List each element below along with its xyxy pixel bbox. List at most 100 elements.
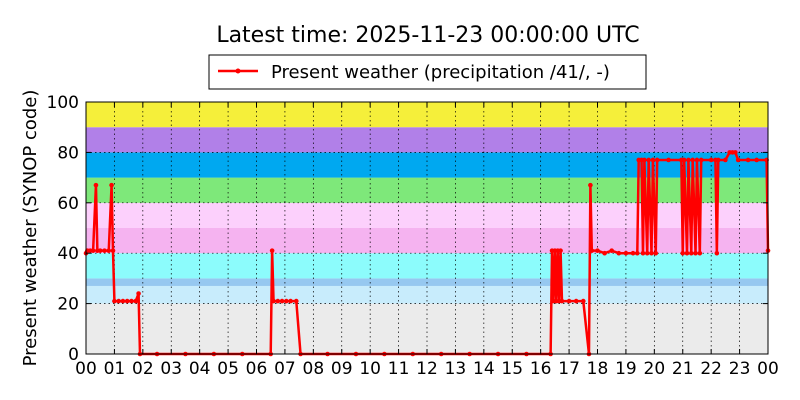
data-point [684, 250, 690, 256]
data-point [735, 157, 741, 163]
x-tick-label: 20 [644, 359, 666, 379]
data-point [106, 248, 112, 253]
data-point [644, 250, 650, 256]
data-point [688, 250, 694, 256]
band-8 [86, 127, 768, 153]
data-point [694, 157, 700, 163]
data-point [714, 250, 720, 256]
data-point [293, 298, 299, 304]
data-point [642, 157, 647, 163]
data-point [733, 150, 738, 155]
x-tick-label: 04 [189, 359, 211, 379]
y-axis-label: Present weather (SYNOP code) [20, 90, 41, 367]
data-point [284, 298, 289, 304]
data-point [623, 250, 629, 256]
data-point [690, 157, 695, 163]
band-4 [86, 228, 768, 254]
x-tick-label: 23 [729, 359, 751, 379]
data-point [698, 157, 704, 163]
x-tick-label: 10 [359, 359, 381, 379]
x-tick-label: 18 [587, 359, 609, 379]
data-point [90, 248, 96, 253]
data-point [723, 157, 728, 163]
x-tick-label: 08 [303, 359, 325, 379]
y-tick-label: 0 [68, 345, 79, 365]
data-point [686, 157, 691, 163]
x-tick-label: 19 [615, 359, 637, 379]
series-layer [83, 150, 771, 357]
data-point [110, 248, 116, 253]
data-point [116, 298, 121, 304]
band-3 [86, 253, 768, 279]
x-tick-label: 21 [672, 359, 694, 379]
x-tick-label: 17 [558, 359, 580, 379]
data-point [93, 182, 99, 188]
data-point [129, 298, 134, 304]
data-point [589, 248, 595, 253]
x-tick-label: 09 [331, 359, 353, 379]
data-point [124, 298, 130, 304]
data-point [681, 157, 687, 163]
data-point [136, 291, 141, 296]
data-point [646, 157, 651, 163]
x-tick-label: 05 [217, 359, 239, 379]
data-point [112, 298, 117, 304]
data-point [697, 250, 703, 256]
y-tick-label: 40 [57, 244, 79, 264]
data-point [109, 182, 114, 188]
data-point [558, 248, 563, 253]
data-point [559, 298, 565, 304]
data-point [654, 157, 660, 163]
x-tick-label: 03 [160, 359, 182, 379]
data-point [715, 157, 721, 163]
data-point [653, 250, 659, 256]
y-tick-label: 100 [47, 93, 79, 113]
x-tick-label: 16 [530, 359, 552, 379]
y-tick-label: 20 [57, 295, 79, 315]
data-point [133, 298, 139, 304]
x-tick-label: 07 [274, 359, 296, 379]
data-point [693, 250, 698, 256]
data-point [602, 250, 607, 256]
legend-marker-swatch [235, 68, 241, 74]
data-point [708, 157, 714, 163]
band-1 [86, 285, 768, 304]
x-tick-label: 12 [416, 359, 438, 379]
data-point [566, 298, 572, 304]
y-tick-label: 80 [57, 143, 79, 163]
x-tick-label: 11 [388, 359, 410, 379]
data-point [630, 250, 636, 256]
data-point [573, 298, 579, 304]
data-point [271, 298, 276, 304]
x-tick-label: 13 [445, 359, 467, 379]
data-point [275, 298, 281, 304]
data-point [120, 298, 126, 304]
data-point [279, 298, 285, 304]
x-tick-label: 01 [104, 359, 126, 379]
data-point [649, 250, 654, 256]
legend-box [208, 54, 647, 90]
x-tick-label: 14 [473, 359, 495, 379]
data-point [609, 248, 615, 253]
chart-title: Latest time: 2025-11-23 00:00:00 UTC [216, 23, 639, 48]
data-point [288, 298, 293, 304]
x-tick-label: 22 [700, 359, 722, 379]
data-point [97, 248, 103, 253]
x-tick-label: 06 [246, 359, 268, 379]
data-point [595, 248, 600, 253]
data-point [269, 248, 275, 253]
legend: Present weather (precipitation /41/, -) [208, 54, 647, 90]
y-tick-label: 60 [57, 194, 79, 214]
x-tick-label: 02 [132, 359, 154, 379]
tick-labels: 00 01 02 03 04 05 06 07 08 09 10 11 12 13 14 15 16 17 18 19… [47, 93, 779, 379]
data-point [634, 250, 640, 256]
data-point [666, 157, 671, 163]
data-point [588, 182, 593, 188]
data-point [616, 250, 622, 256]
data-point [754, 157, 759, 163]
data-point [680, 250, 686, 256]
ticks [85, 101, 769, 355]
data-point [580, 298, 586, 304]
x-tick-label: 00 [75, 359, 97, 379]
